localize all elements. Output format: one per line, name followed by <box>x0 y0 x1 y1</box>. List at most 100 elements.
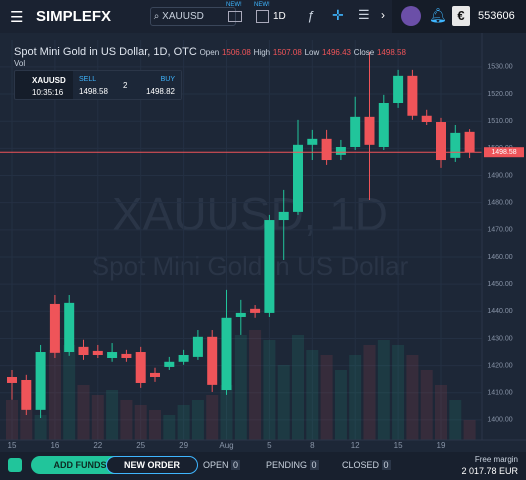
open-tab[interactable]: OPEN 0 <box>203 460 241 470</box>
volume-bar <box>77 385 90 440</box>
y-tick-label: 1470.00 <box>487 227 512 234</box>
candle-body <box>7 376 17 383</box>
x-tick-label: 22 <box>93 441 102 450</box>
closed-tab[interactable]: CLOSED 0 <box>342 460 391 470</box>
y-tick-label: 1440.00 <box>487 308 512 315</box>
price-tag: 1498.58 <box>491 149 516 156</box>
new-badge: NEW! <box>254 2 270 8</box>
interval-button[interactable]: 1D <box>273 11 286 22</box>
volume-bar <box>277 365 290 440</box>
volume-bar <box>191 400 204 440</box>
volume-bar <box>163 415 176 440</box>
volume-bar <box>106 390 119 440</box>
y-tick-label: 1420.00 <box>487 362 512 369</box>
y-tick-label: 1460.00 <box>487 254 512 261</box>
y-tick-label: 1430.00 <box>487 335 512 342</box>
x-tick-label: 15 <box>8 441 17 450</box>
new-order-button[interactable]: NEW ORDER <box>106 456 198 474</box>
candle-body <box>221 317 232 391</box>
chat-icon[interactable] <box>8 458 22 472</box>
candle-body <box>64 302 75 353</box>
volume-bar <box>392 345 405 440</box>
volume-bar <box>292 335 304 440</box>
account-panel: 🔔︎ € 553606 <box>392 0 526 33</box>
avatar[interactable] <box>401 6 421 26</box>
candle-body <box>250 308 261 313</box>
y-tick-label: 1480.00 <box>487 200 512 207</box>
volume-bar <box>6 400 18 440</box>
volume-bar <box>449 400 462 440</box>
watermark-name: Spot Mini Gold in US Dollar <box>92 251 409 281</box>
volume-bar <box>220 385 233 440</box>
volume-bar <box>263 340 276 440</box>
y-tick-label: 1410.00 <box>487 390 512 397</box>
volume-bar <box>91 395 104 440</box>
account-number[interactable]: 553606 <box>478 10 515 22</box>
x-tick-label: 15 <box>394 441 403 450</box>
x-tick-label: Aug <box>219 441 233 450</box>
volume-bar <box>377 340 390 440</box>
logo[interactable]: SIMPLEFX <box>36 8 112 25</box>
currency-badge[interactable]: € <box>452 6 470 26</box>
candle-body <box>350 116 361 147</box>
symbol-title: Spot Mini Gold in US Dollar, 1D, OTC <box>14 46 197 58</box>
y-tick-label: 1510.00 <box>487 118 512 125</box>
search-text: XAUUSD <box>162 11 204 22</box>
search-box[interactable]: ⌕ XAUUSD <box>150 7 236 26</box>
candle-body <box>178 355 189 362</box>
candle-body <box>107 352 118 358</box>
trade-time: 10:35:16 <box>32 88 64 97</box>
volume-bar <box>177 405 190 440</box>
crosshair-icon[interactable]: ✛ <box>332 7 344 23</box>
x-tick-label: 8 <box>310 441 315 450</box>
candle-body <box>321 138 332 161</box>
value: 1498.58 <box>376 48 406 57</box>
tab-count: 0 <box>381 460 391 470</box>
indicator-icon[interactable]: ƒ <box>307 8 315 23</box>
volume-bar <box>435 385 447 440</box>
candle-body <box>436 122 446 161</box>
menu-icon[interactable]: ☰ <box>10 9 24 26</box>
tab-count: 0 <box>309 460 319 470</box>
sell-button[interactable]: SELL 1498.58 <box>73 71 127 99</box>
layout-icon[interactable] <box>256 10 269 23</box>
candle-body <box>35 352 46 410</box>
buy-button[interactable]: BUY 1498.82 <box>127 71 181 99</box>
pending-tab[interactable]: PENDING 0 <box>266 460 319 470</box>
label: Open <box>199 48 220 57</box>
margin-value: 2 017.78 EUR <box>461 466 518 476</box>
candle-body <box>192 336 203 357</box>
tab-label: OPEN <box>203 460 229 470</box>
camera-icon[interactable] <box>228 11 242 22</box>
candle-body <box>49 303 60 353</box>
x-tick-label: 25 <box>136 441 145 450</box>
y-tick-label: 1490.00 <box>487 172 512 179</box>
value: 1506.08 <box>221 48 251 57</box>
candle-body <box>278 211 289 221</box>
volume-bar <box>420 370 433 440</box>
price-tag-bg <box>484 147 524 158</box>
add-funds-button[interactable]: ADD FUNDS <box>31 456 129 474</box>
header: ☰ SIMPLEFX ⌕ XAUUSD NEW! NEW! 1D ƒ ✛ ☰ ›… <box>0 0 526 33</box>
trade-panel: XAUUSD 10:35:16 SELL 1498.58 24 BUY 1498… <box>14 70 182 100</box>
volume-bar <box>63 345 76 440</box>
value: 1496.43 <box>322 48 351 57</box>
label: Low <box>304 48 320 57</box>
more-icon[interactable]: › <box>381 8 385 22</box>
draw-icon[interactable]: ☰ <box>358 7 370 22</box>
volume-bar <box>349 355 362 440</box>
volume-bar <box>149 410 161 440</box>
volume-bar <box>406 355 419 440</box>
volume-bar <box>249 330 262 440</box>
volume-bar <box>20 410 33 440</box>
sell-label: SELL <box>79 76 97 83</box>
margin-label: Free margin <box>474 455 518 464</box>
vol-label: Vol <box>14 59 26 68</box>
candle-body <box>450 132 461 158</box>
bell-icon[interactable]: 🔔︎ <box>429 7 447 23</box>
candle-body <box>235 312 246 317</box>
tab-label: PENDING <box>266 460 308 470</box>
volume-bar <box>306 350 319 440</box>
volume-bar <box>320 355 333 440</box>
